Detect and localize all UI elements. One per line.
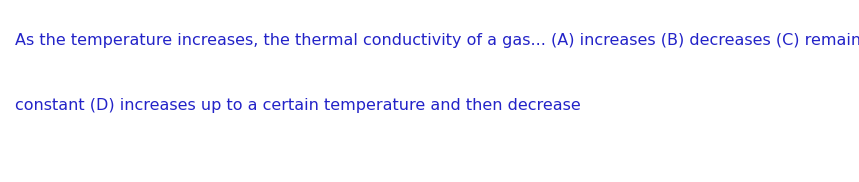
- Text: As the temperature increases, the thermal conductivity of a gas... (A) increases: As the temperature increases, the therma…: [15, 33, 859, 48]
- Text: constant (D) increases up to a certain temperature and then decrease: constant (D) increases up to a certain t…: [15, 98, 582, 113]
